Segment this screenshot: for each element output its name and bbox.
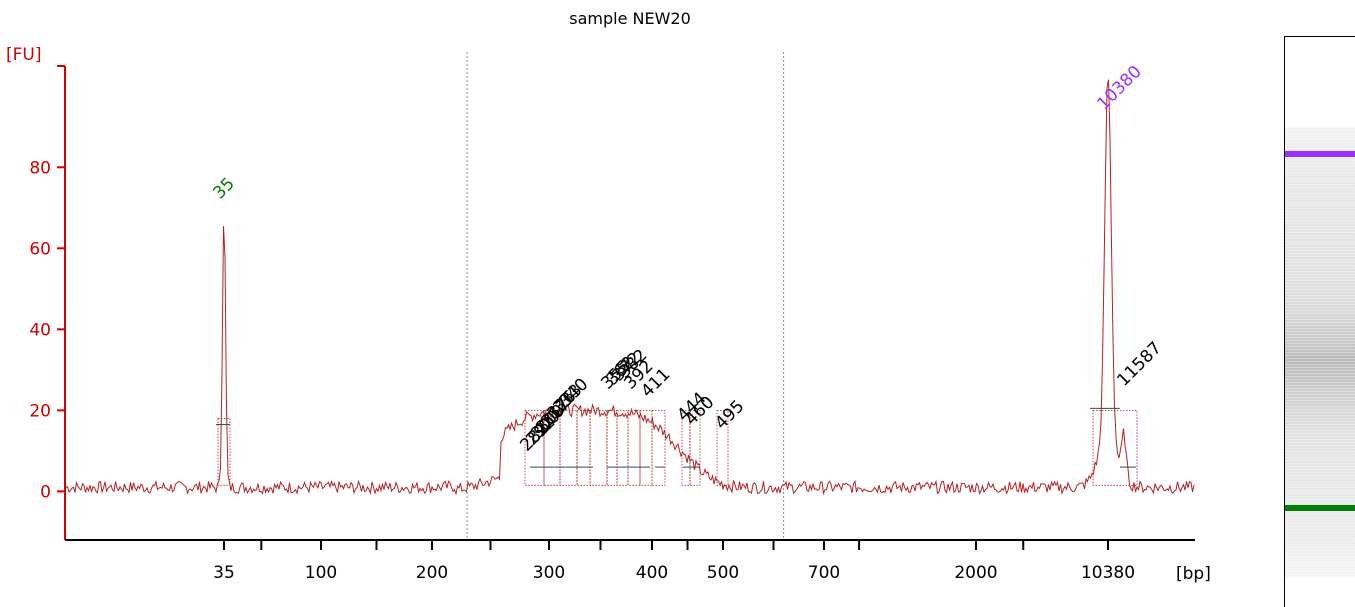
y-tick-label: 80 (29, 158, 51, 178)
peak-region-box (716, 409, 729, 486)
trace-line (65, 79, 1195, 496)
region-markers (466, 52, 785, 540)
y-tick-label: 0 (40, 482, 51, 502)
x-tick-label: 2000 (954, 563, 997, 583)
peak-region-box (606, 409, 618, 486)
peak-region-box (616, 409, 629, 486)
peak-region-box (627, 409, 641, 486)
chart-title: sample NEW20 (569, 9, 691, 28)
peak-region-box (1092, 409, 1138, 486)
y-tick-label: 20 (29, 401, 51, 421)
peak-region-box (524, 409, 545, 486)
gel-texture (1285, 127, 1355, 577)
x-tick-label: 35 (213, 563, 235, 583)
peak-region-box (543, 409, 561, 486)
x-axis-label: [bp] (1176, 564, 1211, 584)
gel-band-upper-marker (1285, 150, 1355, 157)
marker-label: 10380 (1093, 62, 1145, 114)
y-tick-label: 60 (29, 239, 51, 259)
peak-region-box (589, 409, 608, 486)
marker-label: 35 (209, 174, 238, 203)
x-tick-label: 400 (636, 563, 668, 583)
peak-region-box (689, 409, 701, 486)
gel-smear (1285, 127, 1355, 577)
trace (65, 79, 1195, 496)
x-tick-label: 100 (305, 563, 337, 583)
x-tick-label: 700 (808, 563, 840, 583)
electropherogram-chart: sample NEW20 [FU] [bp] 0 20 40 60 80 35 100 200… (6, 9, 1211, 584)
x-tick-label: 10380 (1081, 563, 1135, 583)
axes: 0 20 40 60 80 35 100 200 300 400 500 700 2000 10380 (29, 65, 1195, 583)
gel-image (1284, 36, 1355, 607)
x-tick-label: 500 (707, 563, 739, 583)
y-tick-label: 40 (29, 320, 51, 340)
peak-label: 11587 (1113, 338, 1165, 390)
x-tick-label: 200 (416, 563, 448, 583)
peak-region-box (576, 409, 591, 486)
x-tick-label: 300 (533, 563, 565, 583)
peak-region-box (651, 409, 666, 486)
peak-region-box (217, 418, 231, 486)
y-axis-label: [FU] (6, 45, 42, 65)
gel-band-lower-marker (1285, 504, 1355, 511)
